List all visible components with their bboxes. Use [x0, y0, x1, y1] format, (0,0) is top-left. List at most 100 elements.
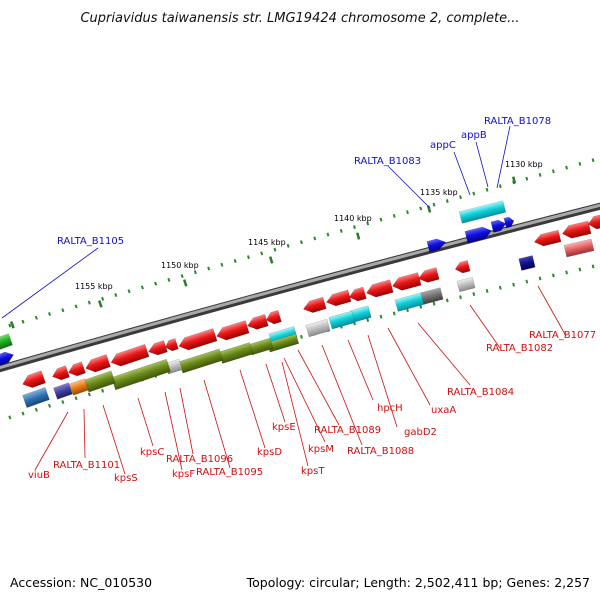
scale-tick [183, 279, 188, 287]
gc-dot [352, 225, 356, 230]
gene-label[interactable]: uxaA [431, 405, 456, 416]
gc-dot [87, 392, 91, 397]
gene-label[interactable]: RALTA_B1077 [529, 330, 596, 341]
gene-label[interactable]: RALTA_B1089 [314, 425, 381, 436]
gc-dot [313, 236, 317, 241]
gc-dot [207, 266, 211, 271]
reverse-gene [303, 296, 327, 313]
gene-label[interactable]: kpsM [308, 444, 334, 455]
gene-label[interactable]: viuB [28, 470, 50, 481]
gc-dot [339, 228, 343, 233]
gc-dot [591, 264, 595, 269]
gene-label[interactable]: kpsT [301, 466, 325, 477]
scale-ticks [10, 176, 517, 329]
gene-label[interactable]: gabD2 [404, 427, 437, 438]
gc-dot [512, 282, 515, 287]
reverse-gene [178, 328, 218, 351]
accession-text: Accession: NC_010530 [10, 575, 153, 590]
reverse-gene [348, 286, 367, 302]
gc-dot [74, 396, 78, 401]
leader-line [83, 408, 86, 459]
gc-dot [432, 301, 436, 306]
cog-block [69, 378, 89, 396]
gene-label[interactable]: RALTA_B1082 [486, 343, 553, 354]
gene-label[interactable]: RALTA_B1096 [166, 454, 233, 465]
gc-dot [61, 308, 65, 313]
gc-dot [34, 407, 38, 412]
cog-block [305, 318, 331, 338]
gc-dot [87, 300, 91, 305]
gene-label[interactable]: RALTA_B1078 [484, 116, 551, 127]
gene-label[interactable]: kpsC [140, 447, 164, 458]
gc-dot [220, 262, 224, 267]
gc-dot [419, 206, 423, 211]
map-title: Cupriavidus taiwanensis str. LMG19424 ch… [80, 11, 520, 26]
gc-dot [47, 312, 52, 316]
scale-label: 1135 kbp [420, 188, 458, 197]
gc-dot [445, 199, 449, 203]
cog-block [458, 200, 507, 224]
gene-label[interactable]: kpsS [114, 473, 138, 484]
gc-dot [114, 293, 118, 298]
gc-dot [366, 221, 370, 226]
gc-dot [578, 267, 582, 272]
forward-gene [426, 238, 447, 253]
gc-dot [180, 274, 184, 279]
gc-dot [167, 277, 171, 282]
reverse-gene [587, 214, 600, 230]
gc-dot [273, 247, 277, 252]
scale-label: 1130 kbp [505, 160, 543, 169]
reverse-gene [148, 340, 168, 356]
reverse-gene [454, 260, 471, 274]
cog-block [456, 276, 476, 293]
forward-gene [0, 351, 14, 366]
gene-label[interactable]: RALTA_B1083 [354, 156, 421, 167]
gc-dot [392, 213, 396, 218]
gene-label[interactable]: kpsF [172, 469, 195, 480]
gc-dot [21, 319, 25, 324]
gene-label[interactable]: hpcH [377, 403, 403, 414]
gene-label[interactable]: kpsD [257, 447, 282, 458]
leader-line [347, 339, 374, 401]
cog-block [563, 238, 595, 258]
scale-tick [427, 205, 432, 213]
gc-dot [326, 232, 330, 237]
gene-label[interactable]: kpsE [272, 422, 296, 433]
leader-line [367, 334, 398, 428]
cog-block [328, 310, 356, 330]
cog-block [394, 292, 426, 312]
gc-dot [445, 298, 449, 303]
gene-label[interactable]: appB [461, 130, 487, 141]
gene-label[interactable]: RALTA_B1088 [347, 446, 414, 457]
cog-block [53, 382, 73, 400]
gene-features [0, 200, 600, 408]
gene-label[interactable]: appC [430, 140, 456, 151]
forward-gene [490, 219, 507, 233]
gc-dot [485, 289, 489, 293]
scale-tick [356, 232, 361, 240]
gene-label[interactable]: RALTA_B1101 [53, 460, 120, 471]
gc-dot [47, 403, 52, 408]
gc-dot [34, 315, 38, 320]
gc-dot [366, 318, 370, 322]
leader-line [475, 141, 489, 188]
genome-summary-text: Topology: circular; Length: 2,502,411 bp… [246, 575, 590, 590]
reverse-gene [216, 320, 250, 341]
gene-label[interactable]: RALTA_B1084 [447, 387, 514, 398]
gc-dot [193, 270, 197, 275]
reverse-gene [392, 272, 422, 291]
gc-dot [61, 400, 65, 405]
leader-line [453, 151, 471, 196]
leader-line [537, 285, 567, 337]
scale-tick [269, 256, 274, 264]
label-leader-lines [1, 125, 567, 475]
scale-label: 1155 kbp [75, 282, 113, 291]
gc-dot [127, 289, 131, 294]
gc-dot [247, 255, 250, 260]
gc-dot [552, 273, 555, 278]
cog-block [420, 287, 444, 305]
reverse-gene [326, 289, 352, 307]
gene-label[interactable]: RALTA_B1095 [196, 467, 263, 478]
gene-label[interactable]: RALTA_B1105 [57, 236, 124, 247]
